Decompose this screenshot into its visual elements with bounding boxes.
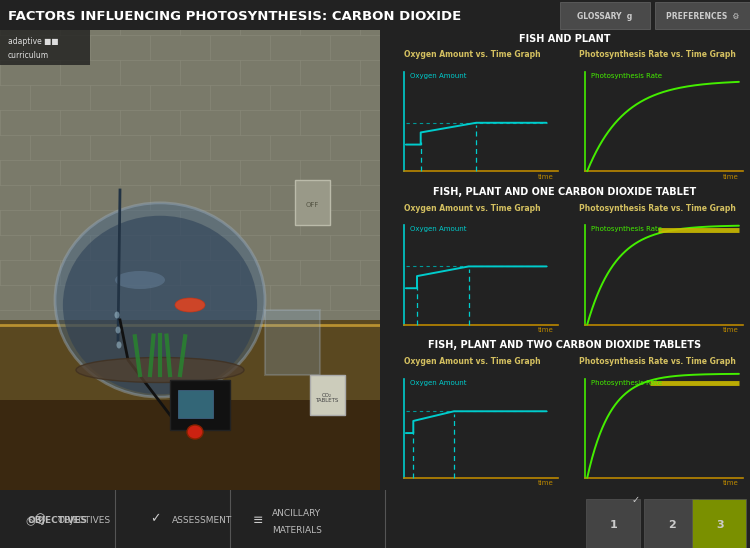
Text: Photosynthesis Rate vs. Time Graph: Photosynthesis Rate vs. Time Graph xyxy=(579,204,736,213)
Ellipse shape xyxy=(187,425,203,439)
Bar xyxy=(560,2,650,28)
Text: FACTORS INFLUENCING PHOTOSYNTHESIS: CARBON DIOXIDE: FACTORS INFLUENCING PHOTOSYNTHESIS: CARB… xyxy=(8,10,460,23)
Text: FISH, PLANT AND TWO CARBON DIOXIDE TABLETS: FISH, PLANT AND TWO CARBON DIOXIDE TABLE… xyxy=(428,340,701,351)
Ellipse shape xyxy=(115,311,119,318)
Bar xyxy=(0,320,380,400)
Text: Oxygen Amount: Oxygen Amount xyxy=(410,226,466,232)
Text: 2: 2 xyxy=(668,520,676,530)
Text: time: time xyxy=(538,481,554,487)
Bar xyxy=(0,320,380,400)
Text: FISH, PLANT AND ONE CARBON DIOXIDE TABLET: FISH, PLANT AND ONE CARBON DIOXIDE TABLE… xyxy=(433,187,697,197)
Text: curriculum: curriculum xyxy=(8,52,50,60)
Ellipse shape xyxy=(116,341,122,349)
Bar xyxy=(178,390,213,418)
Bar xyxy=(295,180,330,225)
Text: 3: 3 xyxy=(716,520,724,530)
Text: Photosynthesis Rate: Photosynthesis Rate xyxy=(591,380,662,386)
Text: MATERIALS: MATERIALS xyxy=(272,526,322,535)
Text: Oxygen Amount vs. Time Graph: Oxygen Amount vs. Time Graph xyxy=(404,50,541,59)
Text: Oxygen Amount: Oxygen Amount xyxy=(410,73,466,79)
Bar xyxy=(655,2,750,28)
Bar xyxy=(0,395,380,490)
Text: PREFERENCES  ⚙: PREFERENCES ⚙ xyxy=(666,12,740,21)
Text: OBJECTIVES: OBJECTIVES xyxy=(27,516,87,525)
Text: ≡: ≡ xyxy=(253,514,263,527)
Ellipse shape xyxy=(63,216,257,394)
Bar xyxy=(170,380,230,430)
Ellipse shape xyxy=(116,327,121,334)
Text: Photosynthesis Rate: Photosynthesis Rate xyxy=(591,73,662,79)
Text: time: time xyxy=(723,327,739,333)
Bar xyxy=(644,499,698,548)
Text: ASSESSMENT: ASSESSMENT xyxy=(172,516,232,525)
Bar xyxy=(586,499,640,548)
Text: ◎: ◎ xyxy=(34,512,46,526)
Text: time: time xyxy=(538,174,554,180)
Ellipse shape xyxy=(175,298,205,312)
Text: FISH AND PLANT: FISH AND PLANT xyxy=(519,34,610,44)
Text: Oxygen Amount vs. Time Graph: Oxygen Amount vs. Time Graph xyxy=(404,357,541,366)
Text: time: time xyxy=(538,327,554,333)
Ellipse shape xyxy=(55,203,265,397)
Text: 1: 1 xyxy=(610,520,618,530)
Text: Oxygen Amount vs. Time Graph: Oxygen Amount vs. Time Graph xyxy=(404,204,541,213)
Text: ✓: ✓ xyxy=(150,512,160,526)
Text: Photosynthesis Rate vs. Time Graph: Photosynthesis Rate vs. Time Graph xyxy=(579,50,736,59)
Ellipse shape xyxy=(76,357,244,383)
Text: Photosynthesis Rate: Photosynthesis Rate xyxy=(591,226,662,232)
Text: time: time xyxy=(723,481,739,487)
Bar xyxy=(265,310,320,375)
Text: adaptive ■■: adaptive ■■ xyxy=(8,37,58,47)
Text: Photosynthesis Rate vs. Time Graph: Photosynthesis Rate vs. Time Graph xyxy=(579,357,736,366)
Text: ◎: ◎ xyxy=(26,516,34,526)
Bar xyxy=(310,375,345,415)
Text: ANCILLARY: ANCILLARY xyxy=(272,509,321,518)
Ellipse shape xyxy=(115,271,165,289)
Text: ✓: ✓ xyxy=(632,495,640,505)
Text: OBJECTIVES: OBJECTIVES xyxy=(58,516,111,525)
Text: OFF: OFF xyxy=(305,202,319,208)
Text: GLOSSARY  g: GLOSSARY g xyxy=(578,12,632,21)
Bar xyxy=(0,30,90,65)
Text: Oxygen Amount: Oxygen Amount xyxy=(410,380,466,386)
Bar xyxy=(692,499,746,548)
Text: CO₂
TABLETS: CO₂ TABLETS xyxy=(315,392,339,403)
Bar xyxy=(0,30,380,330)
Text: time: time xyxy=(723,174,739,180)
